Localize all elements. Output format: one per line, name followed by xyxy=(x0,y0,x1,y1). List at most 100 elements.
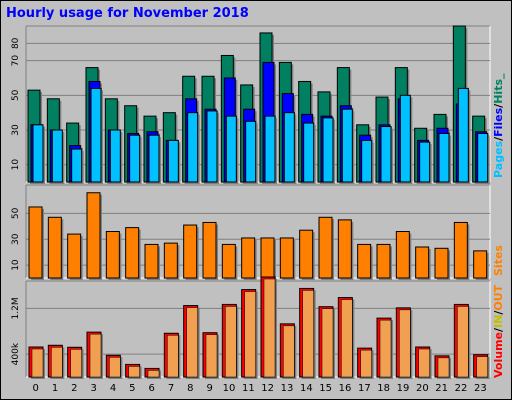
sites-panel-area xyxy=(26,185,490,278)
x-tick-label: 16 xyxy=(339,383,352,394)
x-tick-label: 22 xyxy=(455,383,468,394)
sites-bar xyxy=(47,216,62,279)
volume-bar-inner xyxy=(205,334,218,378)
pages-bar xyxy=(322,117,334,183)
sites-bar xyxy=(241,237,256,279)
volume-bar-inner xyxy=(51,347,63,378)
y-tick-label: 70 xyxy=(11,55,21,67)
volume-bar-inner xyxy=(321,308,334,378)
y-tick-label: 30 xyxy=(11,233,21,245)
hour-axis: 0 1 2 3 4 5 6 7 8 9 10 11 12 13 14 15 16 17 18 19 20 21 22 23 xyxy=(32,383,486,394)
volume-bar-inner xyxy=(109,357,121,378)
legend-middle: Sites xyxy=(492,245,505,276)
pages-bar xyxy=(109,129,121,183)
volume-panel-area xyxy=(26,281,490,377)
pages-bar xyxy=(71,148,83,183)
x-tick-label: 18 xyxy=(377,383,390,394)
sites-bar xyxy=(163,242,178,279)
legend-sep: / xyxy=(492,310,505,315)
x-tick-label: 4 xyxy=(110,383,116,394)
volume-bar-inner xyxy=(147,370,160,378)
volume-bar-inner xyxy=(418,348,430,378)
legend-pages: Pages xyxy=(492,140,505,178)
pages-bar xyxy=(283,112,295,183)
sites-bar xyxy=(28,206,43,279)
pages-bar xyxy=(264,115,276,183)
pages-bar xyxy=(457,87,469,183)
legend-in: IN xyxy=(492,315,505,328)
volume-bar-inner xyxy=(263,278,276,378)
sites-bar xyxy=(86,192,101,279)
x-tick-label: 6 xyxy=(148,383,154,394)
sites-bar xyxy=(434,247,449,279)
sites-bar xyxy=(202,221,217,279)
hits-panel-area xyxy=(26,26,490,182)
sites-bar xyxy=(125,227,140,279)
pages-bar xyxy=(438,132,450,183)
volume-bar-inner xyxy=(302,290,314,378)
chart-title: Hourly usage for November 2018 xyxy=(6,6,249,21)
legend-top: Pages/Files/Hits_ xyxy=(492,73,505,178)
volume-bar-inner xyxy=(457,306,469,378)
volume-panel: 400k 1.2M xyxy=(11,276,491,379)
sites-bar xyxy=(279,237,294,279)
pages-bar xyxy=(399,94,411,183)
sites-bar xyxy=(453,221,468,279)
volume-bar-inner xyxy=(341,299,353,378)
pages-bar xyxy=(361,139,373,183)
pages-bar xyxy=(303,122,315,183)
y-tick-label: 50 xyxy=(11,207,21,219)
y-tick-label: 30 xyxy=(11,124,21,136)
volume-bar-inner xyxy=(476,356,488,378)
volume-bar-inner xyxy=(70,349,82,378)
volume-bar-inner xyxy=(128,366,140,378)
volume-bar-inner xyxy=(167,335,179,378)
volume-bar-inner xyxy=(360,349,372,378)
x-tick-label: 20 xyxy=(416,383,429,394)
sites-bar xyxy=(299,229,314,279)
x-tick-label: 17 xyxy=(358,383,371,394)
pages-bar xyxy=(32,124,44,183)
x-tick-label: 3 xyxy=(90,383,96,394)
y-tick-label: 80 xyxy=(11,37,21,49)
x-tick-label: 15 xyxy=(319,383,332,394)
sites-bar xyxy=(105,231,120,279)
x-tick-label: 11 xyxy=(242,383,255,394)
legend-bottom: Volume/IN/OUT xyxy=(492,284,505,378)
volume-bar-inner xyxy=(244,291,256,378)
sites-bar xyxy=(318,216,333,279)
legend-sep: / xyxy=(492,327,505,332)
pages-bar xyxy=(167,139,179,183)
sites-bar xyxy=(67,233,82,279)
volume-bar-inner xyxy=(225,306,237,378)
volume-bar-inner xyxy=(31,348,44,378)
pages-bar xyxy=(187,112,199,183)
sites-bar xyxy=(376,243,391,279)
y-tick-label: 400k xyxy=(11,342,21,365)
pages-bar xyxy=(245,120,257,183)
legend-out: OUT xyxy=(492,284,505,310)
volume-bar-inner xyxy=(379,319,392,378)
sites-bar xyxy=(415,246,430,279)
x-tick-label: 9 xyxy=(206,383,212,394)
volume-bar-inner xyxy=(399,309,411,378)
x-tick-label: 2 xyxy=(71,383,77,394)
sites-bar xyxy=(473,250,488,279)
x-tick-label: 12 xyxy=(261,383,274,394)
legend-sep: / xyxy=(492,103,505,108)
y-tick-label: 10 xyxy=(11,259,21,271)
pages-bar xyxy=(90,87,102,183)
pages-bar xyxy=(206,110,218,183)
sites-bar xyxy=(144,243,159,279)
y-tick-label: 1.2M xyxy=(11,297,21,319)
x-tick-label: 5 xyxy=(129,383,135,394)
volume-bar-inner xyxy=(186,307,198,378)
pages-bar xyxy=(225,115,237,183)
pages-bar xyxy=(419,141,431,183)
legend-files: Files xyxy=(492,107,505,137)
x-tick-label: 8 xyxy=(187,383,193,394)
x-tick-label: 1 xyxy=(52,383,58,394)
x-tick-label: 13 xyxy=(281,383,294,394)
x-tick-label: 10 xyxy=(223,383,236,394)
